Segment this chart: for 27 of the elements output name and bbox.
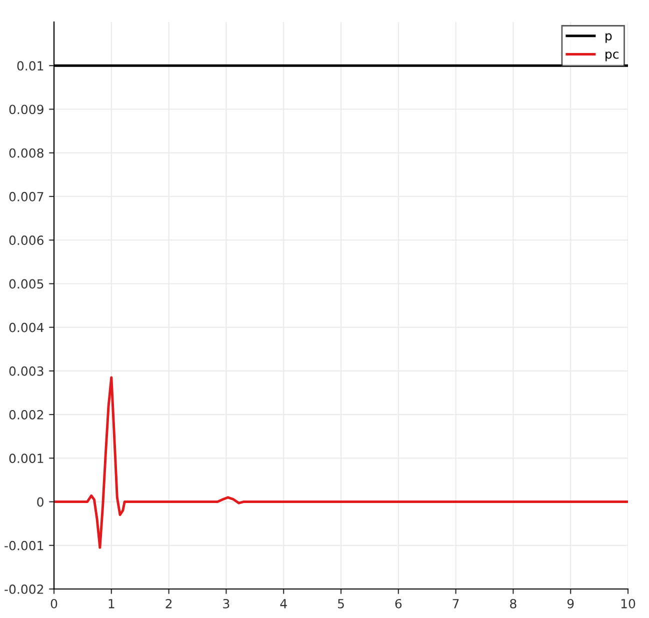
x-tick-label: 1 — [108, 599, 114, 608]
x-tick-label: 10 — [621, 598, 636, 608]
legend-label: p — [606, 33, 612, 43]
y-tick-label: -0.002 — [4, 584, 44, 594]
x-tick-label: 4 — [280, 599, 287, 608]
y-tick-label: 0.001 — [9, 454, 44, 464]
y-tick-label: 0.004 — [9, 322, 44, 332]
y-tick-label: 0.005 — [9, 279, 44, 289]
y-tick-label: 0.007 — [9, 192, 44, 202]
y-tick-label: 0.009 — [9, 104, 44, 114]
y-tick-label: 0 — [37, 497, 44, 507]
x-tick-label: 5 — [338, 599, 344, 608]
y-tick-label: 0.006 — [9, 236, 44, 246]
x-tick-label: 2 — [166, 598, 172, 608]
x-tick-label: 0 — [50, 598, 58, 608]
x-tick-label: 8 — [510, 598, 516, 608]
x-tick-label: 7 — [452, 599, 459, 608]
x-tick-label: 9 — [567, 598, 574, 608]
x-tick-label: 6 — [395, 598, 402, 608]
y-tick-label: 0.008 — [9, 148, 44, 158]
y-tick-label: -0.001 — [4, 540, 44, 550]
y-tick-label: 0.01 — [17, 61, 44, 71]
legend-label: pc — [606, 52, 618, 62]
y-tick-label: 0.003 — [9, 366, 44, 376]
x-tick-label: 3 — [223, 598, 230, 608]
line-series — [54, 376, 628, 549]
y-tick-label: 0.002 — [9, 410, 44, 420]
